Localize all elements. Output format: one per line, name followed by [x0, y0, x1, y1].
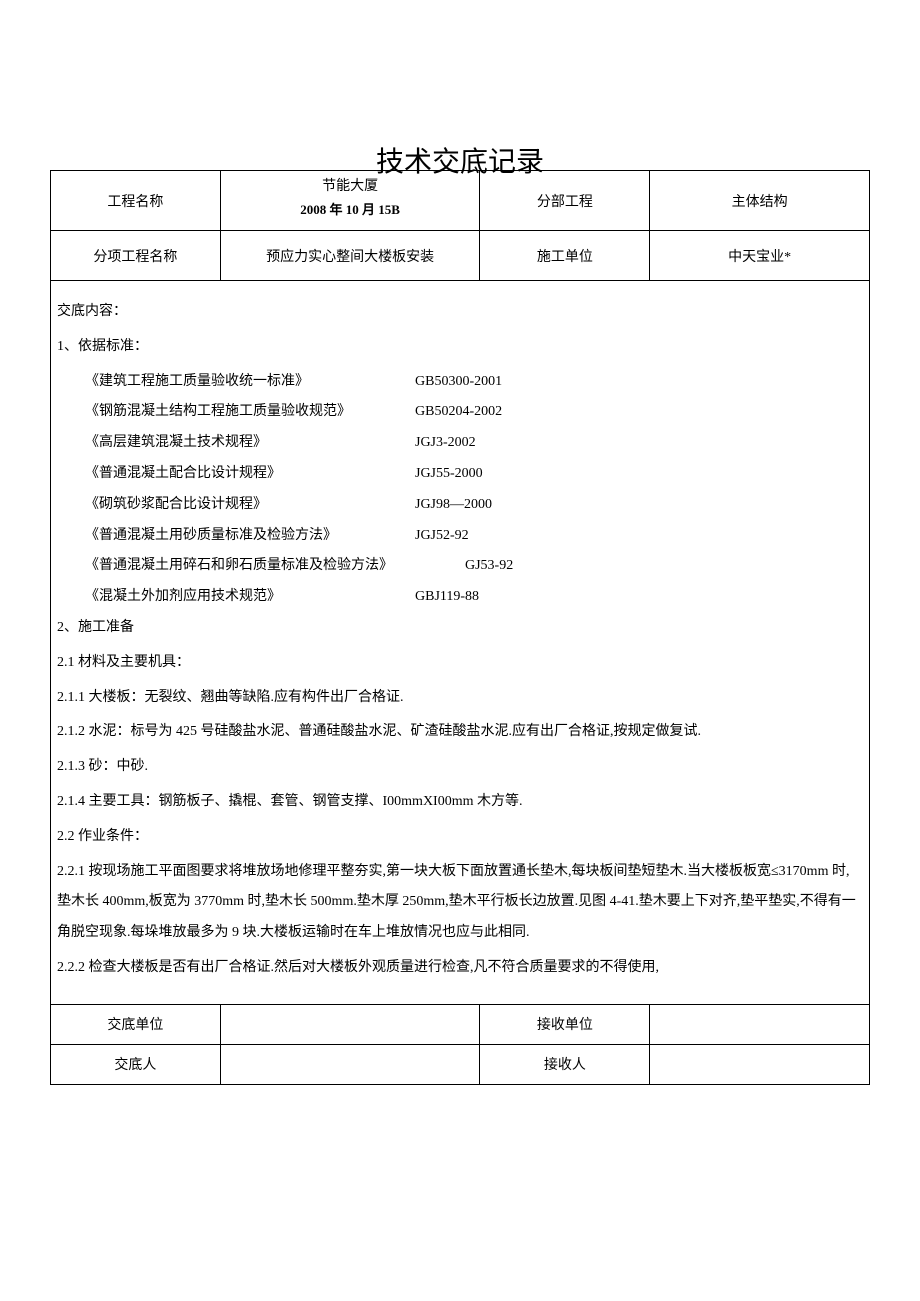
standard-code: GB50204-2002 [415, 397, 863, 428]
document-title: 技术交底记录 [50, 140, 870, 180]
date-text: 2008 年 10 月 15B [233, 199, 468, 218]
standard-row: 《建筑工程施工质量验收统一标准》 GB50300-2001 [85, 367, 863, 398]
section-214: 2.1.4 主要工具：钢筋板子、撬棍、套管、钢管支撑、I00mmXI00mm 木… [57, 787, 863, 818]
standard-name: 《砌筑砂浆配合比设计规程》 [85, 490, 415, 521]
section-1-label: 1、依据标准： [57, 332, 863, 363]
header-row-2: 分项工程名称 预应力实心整间大楼板安装 施工单位 中天宝业* [51, 231, 870, 281]
footer-row-2: 交底人 接收人 [51, 1044, 870, 1084]
content-row: 交底内容： 1、依据标准： 《建筑工程施工质量验收统一标准》 GB50300-2… [51, 281, 870, 1005]
standard-row: 《普通混凝土用碎石和卵石质量标准及检验方法》 GJ53-92 [85, 551, 863, 582]
section-2-label: 2、施工准备 [57, 613, 863, 644]
footer-row-1: 交底单位 接收单位 [51, 1004, 870, 1044]
standard-name: 《高层建筑混凝土技术规程》 [85, 428, 415, 459]
construction-unit-value: 中天宝业* [650, 231, 870, 281]
section-21: 2.1 材料及主要机具： [57, 648, 863, 679]
construction-unit-label: 施工单位 [480, 231, 650, 281]
main-table: 工程名称 节能大厦 2008 年 10 月 15B 分部工程 主体结构 分项工程… [50, 170, 870, 1085]
section-213: 2.1.3 砂：中砂. [57, 752, 863, 783]
receive-unit-label: 接收单位 [480, 1004, 650, 1044]
receive-person-value [650, 1044, 870, 1084]
standard-code: JGJ55-2000 [415, 459, 863, 490]
standard-code: GJ53-92 [465, 551, 863, 582]
standard-row: 《砌筑砂浆配合比设计规程》 JGJ98—2000 [85, 490, 863, 521]
standard-code: GBJ119-88 [415, 582, 863, 613]
section-222: 2.2.2 检查大楼板是否有出厂合格证.然后对大楼板外观质量进行检查,凡不符合质… [57, 953, 863, 984]
standard-name: 《普通混凝土用碎石和卵石质量标准及检验方法》 [85, 551, 465, 582]
standard-code: JGJ98—2000 [415, 490, 863, 521]
standard-name: 《普通混凝土配合比设计规程》 [85, 459, 415, 490]
content-heading: 交底内容： [57, 297, 863, 328]
standard-code: JGJ3-2002 [415, 428, 863, 459]
section-221: 2.2.1 按现场施工平面图要求将堆放场地修理平整夯实,第一块大板下面放置通长垫… [57, 857, 863, 949]
standard-row: 《普通混凝土用砂质量标准及检验方法》 JGJ52-92 [85, 521, 863, 552]
item-name-value: 预应力实心整间大楼板安装 [220, 231, 480, 281]
standard-code: GB50300-2001 [415, 367, 863, 398]
receive-person-label: 接收人 [480, 1044, 650, 1084]
standard-row: 《普通混凝土配合比设计规程》 JGJ55-2000 [85, 459, 863, 490]
content-cell: 交底内容： 1、依据标准： 《建筑工程施工质量验收统一标准》 GB50300-2… [51, 281, 870, 1005]
standard-row: 《混凝土外加剂应用技术规范》 GBJ119-88 [85, 582, 863, 613]
section-212: 2.1.2 水泥：标号为 425 号硅酸盐水泥、普通硅酸盐水泥、矿渣硅酸盐水泥.… [57, 717, 863, 748]
standard-code: JGJ52-92 [415, 521, 863, 552]
section-211: 2.1.1 大楼板：无裂纹、翘曲等缺陷.应有构件出厂合格证. [57, 683, 863, 714]
standard-row: 《钢筋混凝土结构工程施工质量验收规范》 GB50204-2002 [85, 397, 863, 428]
receive-unit-value [650, 1004, 870, 1044]
submit-unit-value [220, 1004, 480, 1044]
submit-unit-label: 交底单位 [51, 1004, 221, 1044]
standard-name: 《混凝土外加剂应用技术规范》 [85, 582, 415, 613]
submit-person-label: 交底人 [51, 1044, 221, 1084]
standard-name: 《普通混凝土用砂质量标准及检验方法》 [85, 521, 415, 552]
section-22: 2.2 作业条件： [57, 822, 863, 853]
standard-row: 《高层建筑混凝土技术规程》 JGJ3-2002 [85, 428, 863, 459]
item-name-label: 分项工程名称 [51, 231, 221, 281]
standard-name: 《建筑工程施工质量验收统一标准》 [85, 367, 415, 398]
submit-person-value [220, 1044, 480, 1084]
standard-name: 《钢筋混凝土结构工程施工质量验收规范》 [85, 397, 415, 428]
